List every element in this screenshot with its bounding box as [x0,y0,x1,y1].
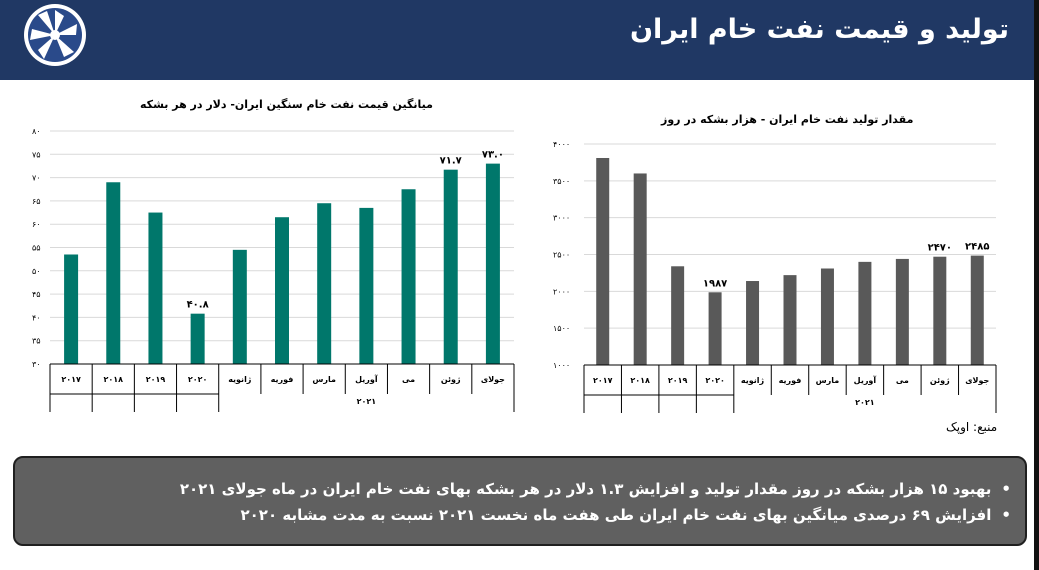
production-data-label: ۲۴۷۰ [928,243,952,254]
price-category-label: آوریل [355,374,378,384]
price-category-label: می [402,375,415,384]
page-title: تولید و قیمت نفت خام ایران [629,14,1009,45]
production-bar [895,258,909,365]
production-category-label: ۲۰۱۹ [668,376,688,385]
price-bar [317,203,332,364]
production-bar-chart: ۱۰۰۰ ۱۵۰۰ ۲۰۰۰ ۲۵۰۰ ۳۰۰۰ ۳۵۰۰ ۴۰۰۰ ۲۰۱۷ ۲۰۱۸ ۲۰۱۹… [553,140,997,413]
price-bar [485,163,500,364]
right-edge-border [1034,0,1039,570]
price-ytick-label: ۶۵ [32,197,41,206]
production-bar [633,173,647,365]
price-ytick-label: ۳۰ [32,360,41,369]
production-bar [596,157,610,365]
production-data-label: ۲۴۸۵ [965,242,989,253]
production-bar [933,256,947,365]
source-note: منبع: اوپک [946,420,998,434]
price-category-label: ژوئن [441,375,461,384]
price-data-label: ۷۱.۷ [440,156,462,167]
summary-box: •بهبود ۱۵ هزار بشکه در روز مقدار تولید و… [13,456,1027,546]
price-category-label: ۲۰۱۸ [104,375,124,384]
production-bar [671,266,685,365]
production-bar [783,275,797,365]
production-ytick-label: ۱۵۰۰ [553,324,570,333]
production-category-label: می [896,376,909,385]
price-ytick-label: ۷۵ [32,150,41,159]
header-bar: تولید و قیمت نفت خام ایران [0,0,1039,80]
price-bar [106,182,121,364]
price-bar [359,207,374,364]
price-bar [232,249,247,364]
price-chart-title: میانگین قیمت نفت خام سنگین ایران- دلار د… [140,98,433,111]
price-category-label: فوریه [271,375,294,384]
production-ytick-label: ۲۰۰۰ [553,287,570,296]
production-ytick-label: ۲۵۰۰ [553,251,570,260]
price-ytick-label: ۳۵ [32,337,41,346]
price-ytick-label: ۵۵ [32,244,41,253]
production-bar [746,281,760,365]
price-category-label: جولای [481,375,505,384]
production-category-label: آوریل [854,375,877,385]
summary-bullet-2: •افزایش ۶۹ درصدی میانگین بهای نفت خام ای… [240,506,1012,524]
price-category-label: مارس [312,375,336,385]
production-chart-title: مقدار تولید نفت خام ایران - هزار بشکه در… [661,113,914,126]
logo-icon [24,4,86,66]
production-category-label: فوریه [779,376,802,385]
production-category-label: ژانویه [741,376,765,385]
production-group-label: ۲۰۲۱ [855,398,875,407]
production-bar [858,261,872,365]
production-ytick-label: ۴۰۰۰ [553,140,570,149]
price-ytick-label: ۶۰ [32,220,41,229]
price-category-label: ژانویه [228,375,252,384]
production-category-label: ۲۰۱۸ [630,376,650,385]
price-ytick-label: ۴۰ [32,313,41,322]
production-bar [970,255,984,365]
production-bar [708,292,722,365]
price-bar [64,254,79,364]
price-bar-chart: ۳۰ ۳۵ ۴۰ ۴۵ ۵۰ ۵۵ ۶۰ ۶۵ ۷۰ ۷۵ ۸۰ ۲۰۱۷ ۲۰۱۸ ۲۰۱۹ ۴۰.۸ ۲۰… [32,127,515,412]
price-bar [148,212,163,364]
price-ytick-label: ۵۰ [32,267,41,276]
production-ytick-label: ۳۵۰۰ [553,177,570,186]
price-ytick-label: ۴۵ [32,290,41,299]
production-category-label: ۲۰۱۷ [593,376,613,385]
price-bar [443,169,458,364]
production-category-label: جولای [965,376,989,385]
price-bar [275,217,289,364]
price-data-label: ۴۰.۸ [187,300,209,311]
price-category-label: ۲۰۱۷ [61,375,81,384]
production-data-label: ۱۹۸۷ [703,278,727,289]
price-group-label: ۲۰۲۱ [357,397,377,406]
production-ytick-label: ۱۰۰۰ [553,361,570,370]
production-category-label: ژوئن [930,376,950,385]
production-category-label: مارس [816,376,840,386]
price-category-label: ۲۰۲۰ [188,375,208,384]
production-category-label: ۲۰۲۰ [705,376,725,385]
production-ytick-label: ۳۰۰۰ [553,214,570,223]
price-bar [190,313,205,364]
production-bar [820,268,834,365]
price-ytick-label: ۷۰ [32,174,41,183]
price-category-label: ۲۰۱۹ [146,375,166,384]
price-ytick-label: ۸۰ [32,127,41,136]
price-bar [401,189,416,364]
summary-bullet-1: •بهبود ۱۵ هزار بشکه در روز مقدار تولید و… [179,480,1011,498]
price-data-label: ۷۳.۰ [482,150,504,161]
